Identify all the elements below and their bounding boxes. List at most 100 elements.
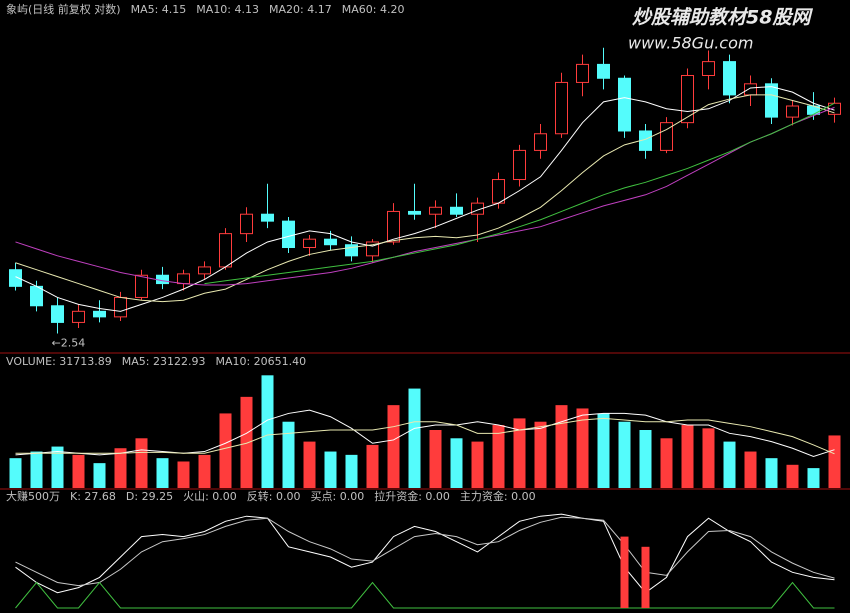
panel-title: 大赚500万 [6,489,60,503]
candle-body [555,81,568,135]
volume-bar [723,441,736,488]
candle-body [135,274,148,298]
candle-body [345,244,358,257]
volume-bar [345,454,358,488]
watermark-box [615,2,848,60]
indicator-bar [641,546,650,608]
candle-body [114,296,127,318]
volume-bar [324,451,337,488]
volume-bar [408,388,421,488]
candle-body [429,206,442,215]
candle-body [471,202,484,215]
volume-bar [576,408,589,488]
candle-body [72,310,85,323]
legend-entry: MA5: 23122.93 [122,355,206,368]
volume-bar [807,468,820,488]
volume-bar [30,451,43,488]
volume-bar [282,421,295,488]
volume-bar [786,464,799,488]
legend-entry: 买点: 0.00 [311,490,365,503]
series-line [15,581,835,609]
candle-body [513,149,526,181]
candle-body [177,273,190,285]
candle-body [240,213,253,235]
candle-body [576,63,589,83]
legend-entry: D: 29.25 [126,490,173,503]
volume-bar [597,413,610,488]
volume-bar [492,425,505,488]
candle-body [597,63,610,79]
series-line [204,102,835,285]
watermark-url: www.58Gu.com [628,34,753,53]
indicator-bar [620,536,629,608]
series-line [15,94,835,303]
legend-entry: 反转: 0.00 [247,489,301,503]
series-line [15,516,835,587]
volume-bar [555,405,568,488]
candle-body [51,305,64,323]
legend-entry: 火山: 0.00 [183,490,237,503]
candle-body [492,179,505,204]
volume-bar [177,461,190,488]
volume-bar [72,454,85,488]
volume-bar [828,435,841,488]
volume-bar [702,428,715,488]
volume-bar [660,438,673,488]
candle-body [30,285,43,307]
candle-body [744,83,757,96]
volume-bar [534,421,547,488]
volume-bar [387,405,400,488]
candle-body [702,61,715,76]
candle-body [387,210,400,243]
volume-bar [429,430,442,488]
volume-bar [513,418,526,488]
legend-entry: MA5: 4.15 [131,3,187,16]
panel-title: 象屿(日线 前复权 对数) [6,2,121,16]
candle-body [450,206,463,215]
candle-body [324,238,337,246]
candle-body [408,210,421,215]
volume-bar [366,444,379,488]
volume-bar [135,438,148,488]
candle-body [534,133,547,151]
volume-bar [219,413,232,488]
watermark-title: 炒股辅助教材58股网 [632,7,813,29]
legend-entry: 主力资金: 0.00 [460,489,536,503]
candle-body [93,310,106,318]
volume-bar [744,451,757,488]
volume-bar [639,430,652,488]
legend-entry: MA20: 4.17 [269,3,332,16]
annotation: ←2.54 [52,337,86,350]
volume-bar [156,458,169,488]
candle-body [786,105,799,118]
legend-entry: MA10: 4.13 [196,3,259,16]
legend-entry: MA60: 4.20 [342,3,405,16]
candle-body [198,266,211,275]
volume-bar [765,458,778,488]
candle-body [303,238,316,249]
volume-bar [51,446,64,488]
candle-body [282,220,295,249]
volume-bar [114,448,127,488]
volume-bar [261,375,274,488]
volume-bar [93,463,106,488]
candle-body [660,122,673,151]
volume-bar [618,421,631,488]
legend-entry: 拉升资金: 0.00 [374,489,450,503]
series-line [15,106,835,286]
candle-body [9,269,22,287]
series-line [15,417,835,455]
candle-body [723,61,736,96]
candle-body [618,77,631,132]
volume-bar [681,425,694,488]
legend-entry: MA10: 20651.40 [215,355,306,368]
volume-bar [9,458,22,488]
volume-bar [471,441,484,488]
volume-bar [198,454,211,488]
candle-body [765,83,778,118]
candle-body [681,74,694,124]
legend-entry: K: 27.68 [70,490,116,503]
candle-body [261,213,274,222]
